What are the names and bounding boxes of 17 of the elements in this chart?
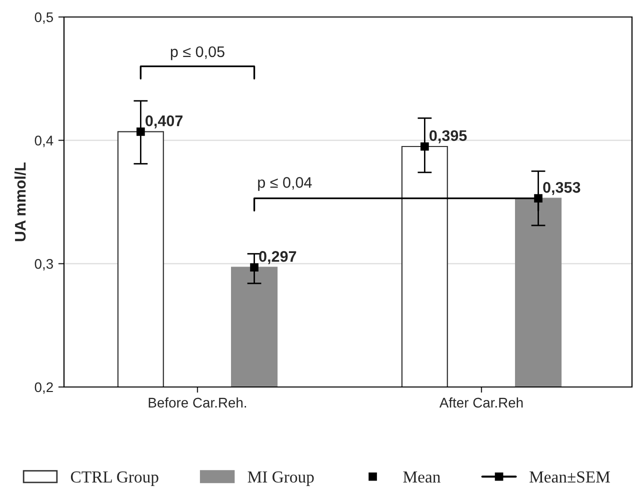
y-tick-label: 0,5 — [34, 12, 54, 24]
legend-label: CTRL Group — [70, 471, 158, 486]
data-label: 0,395 — [430, 130, 467, 144]
annotation: p ≤ 0,04 — [258, 177, 312, 191]
y-tick-label: 0,2 — [34, 382, 53, 394]
legend-label: MI Group — [248, 471, 314, 486]
text: Mean — [403, 472, 440, 483]
y-tick-label: 0,4 — [34, 136, 54, 148]
text: Mean±SEM — [530, 471, 610, 483]
data-label: 0,297 — [259, 251, 296, 264]
y-tick-label: 0,3 — [34, 259, 53, 270]
x-tick-label: Before Car.Reh. — [148, 397, 246, 408]
y-axis-title: UA mmol/L — [14, 162, 26, 242]
annotation: p ≤ 0,05 — [170, 46, 224, 60]
data-label: 0,407 — [146, 115, 182, 128]
data-label: 0,353 — [543, 182, 580, 196]
x-tick-label: After Car.Reh — [439, 397, 523, 408]
